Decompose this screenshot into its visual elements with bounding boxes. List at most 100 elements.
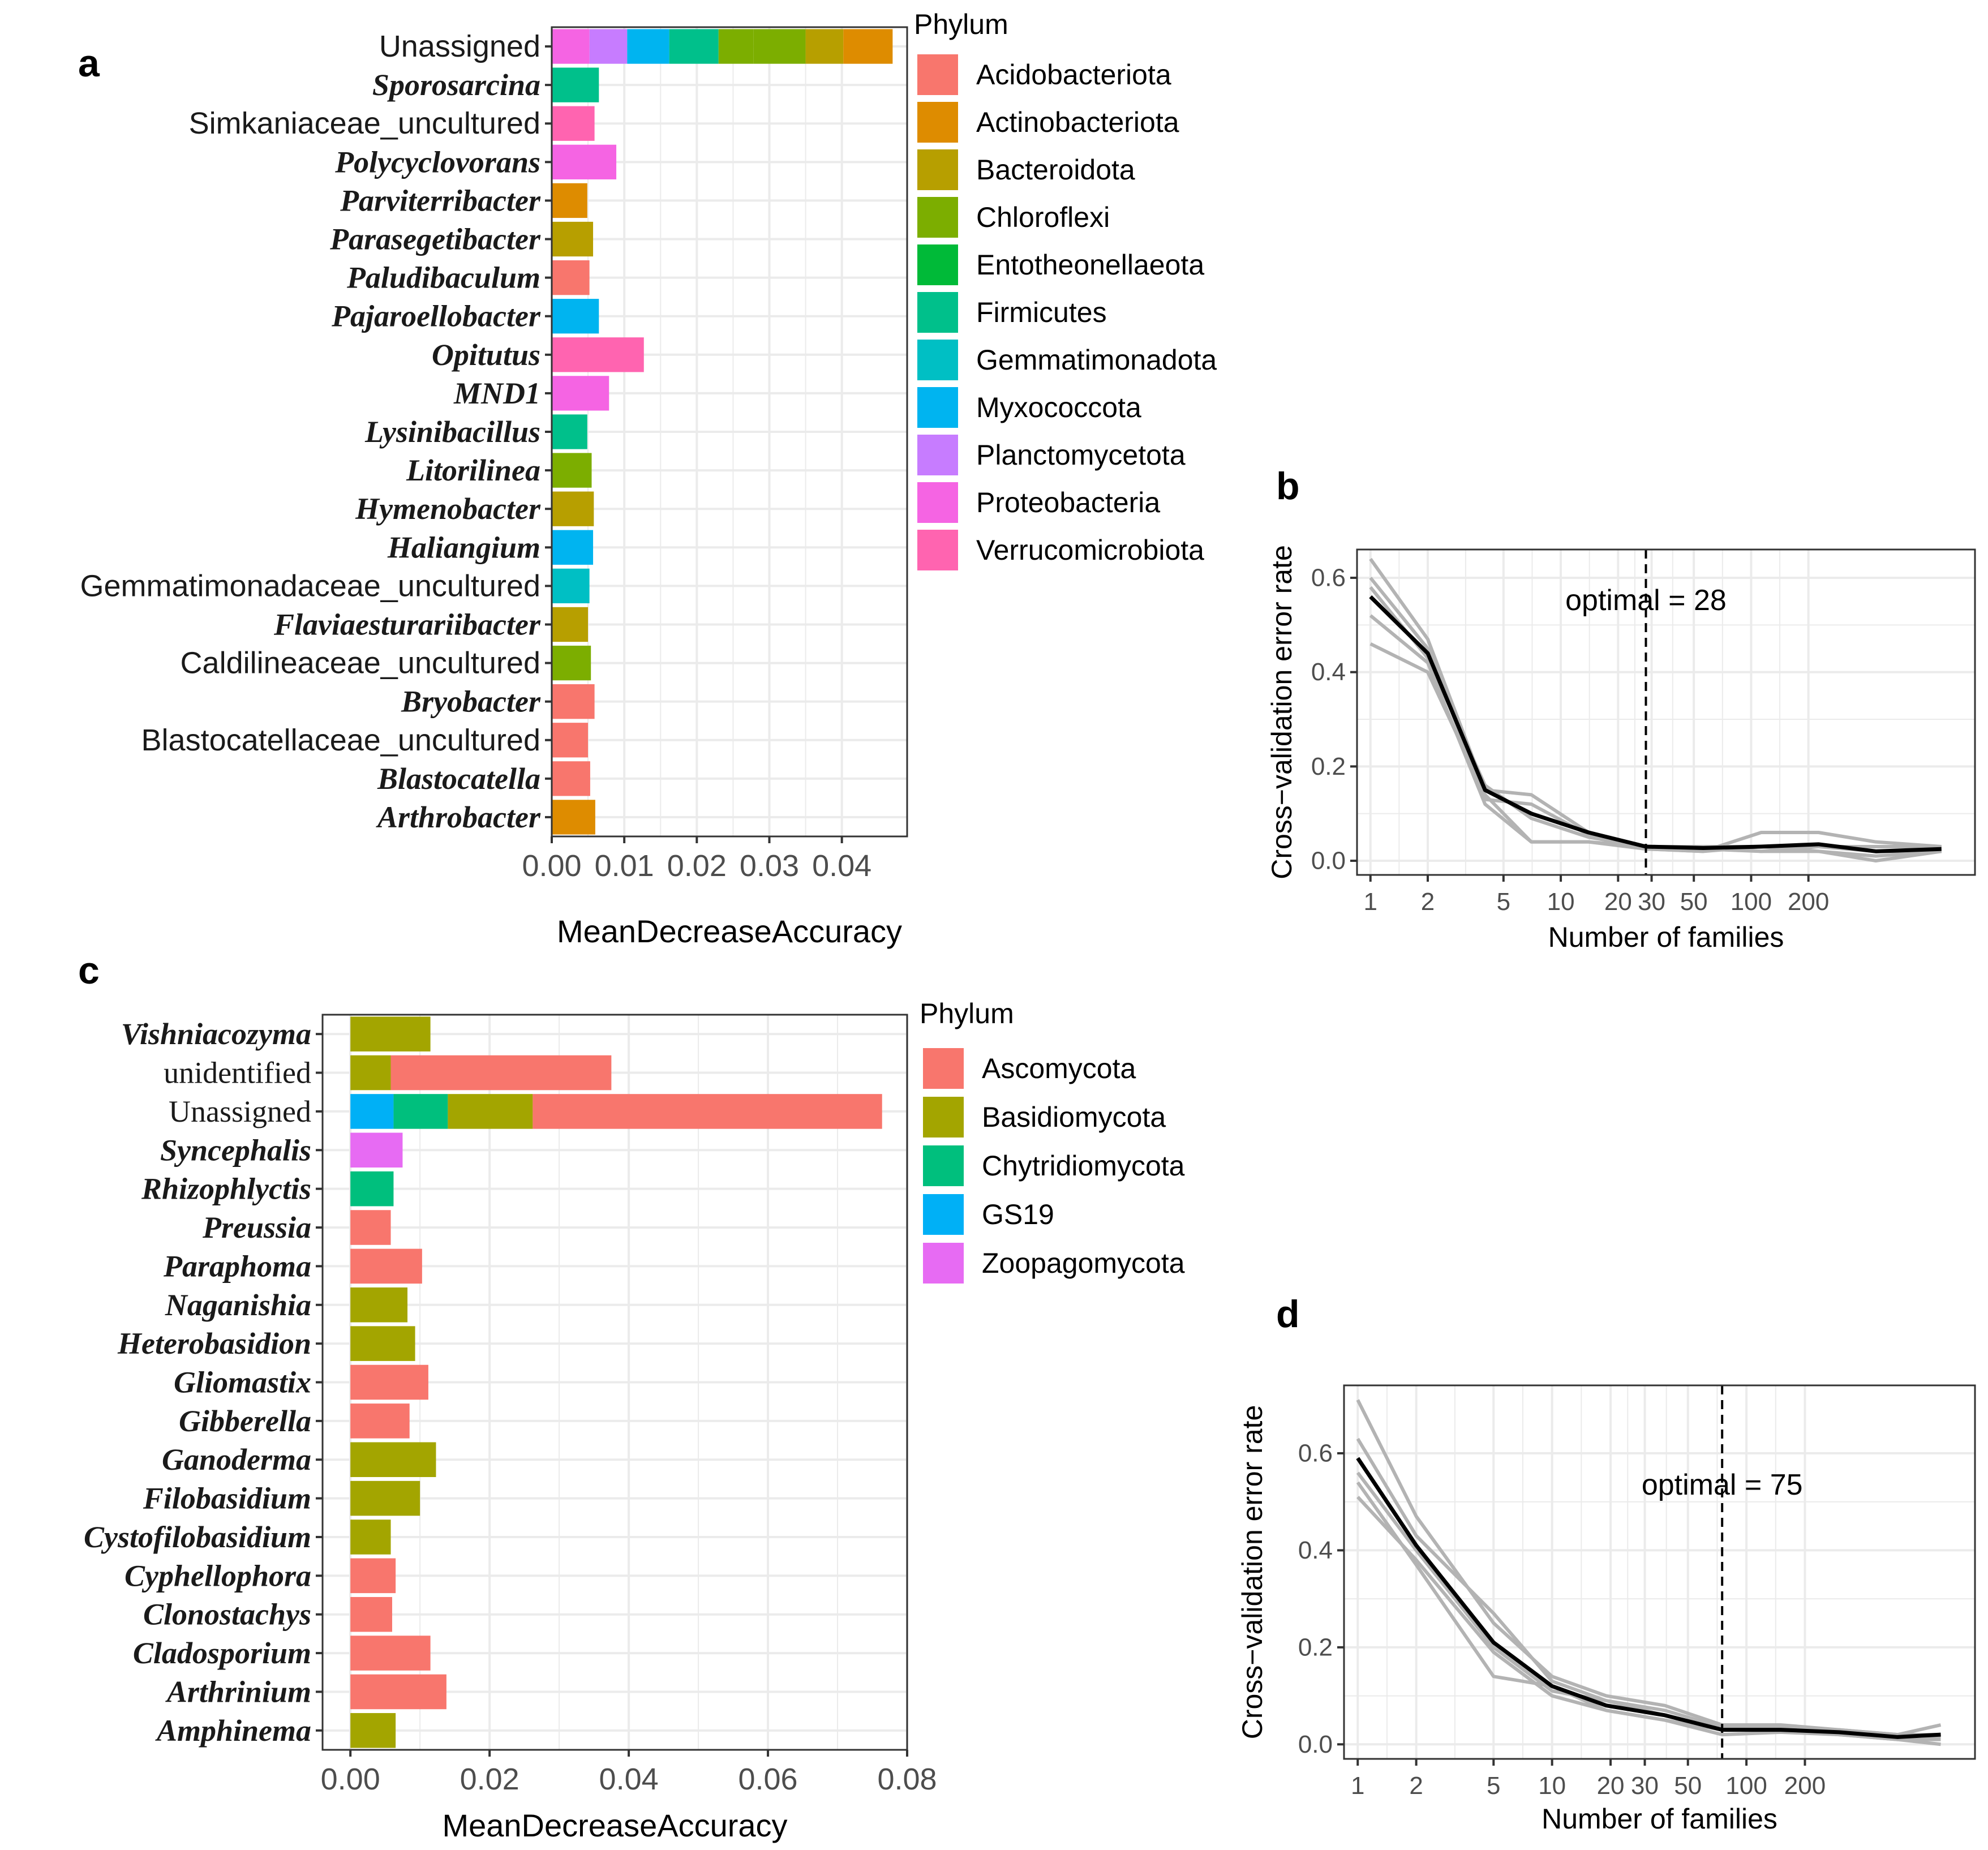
bar-segment-pajaroellobacter bbox=[552, 299, 599, 334]
x-tick-label: 0.06 bbox=[738, 1762, 797, 1796]
legend-label: Firmicutes bbox=[976, 297, 1107, 328]
bar-segment-unassigned bbox=[627, 29, 669, 64]
y-axis-title: Cross−validation error rate bbox=[1266, 545, 1298, 879]
y-tick-label: Naganishia bbox=[165, 1288, 311, 1322]
y-tick-label: Caldilineaceae_uncultured bbox=[181, 646, 540, 680]
bar-segment-paraphoma bbox=[350, 1248, 422, 1284]
bar-segment-blastocatella bbox=[552, 761, 590, 796]
y-tick-label: Cyphellophora bbox=[124, 1559, 311, 1593]
bar-segment-gibberella bbox=[350, 1403, 410, 1439]
legend-swatch-basidiomycota bbox=[923, 1097, 964, 1138]
series-line-cv5 bbox=[1356, 1496, 1941, 1746]
legend-swatch-verrucomicrobiota bbox=[917, 530, 958, 570]
bar-segment-unassigned bbox=[718, 29, 754, 64]
bar-segment-haliangium bbox=[552, 530, 594, 565]
legend-label: Planctomycetota bbox=[976, 439, 1186, 471]
y-tick-label: Paludibaculum bbox=[346, 261, 540, 295]
bar-segment-heterobasidion bbox=[350, 1326, 415, 1361]
y-tick-label: Litorilinea bbox=[406, 453, 540, 487]
bar-segment-simkaniaceae-uncultured bbox=[552, 106, 595, 141]
x-axis-title: Number of families bbox=[1548, 921, 1784, 953]
y-tick-label: Blastocatella bbox=[377, 762, 540, 796]
bar-segment-sporosarcina bbox=[552, 67, 599, 102]
y-tick-label: Filobasidium bbox=[143, 1482, 311, 1516]
y-tick-label: Simkaniaceae_uncultured bbox=[189, 106, 540, 140]
y-tick-label: Gliomastix bbox=[174, 1366, 311, 1400]
x-tick-label: 100 bbox=[1725, 1772, 1767, 1800]
y-tick-label: Cystofilobasidium bbox=[84, 1520, 311, 1554]
bar-segment-parasegetibacter bbox=[552, 221, 594, 257]
y-tick-label: Vishniacozyma bbox=[121, 1017, 311, 1051]
bar-segment-unassigned bbox=[448, 1094, 533, 1129]
y-tick-label: Bryobacter bbox=[401, 685, 541, 719]
bar-segment-amphinema bbox=[350, 1713, 396, 1748]
legend-swatch-firmicutes bbox=[917, 292, 958, 333]
x-tick-label: 0.02 bbox=[667, 849, 727, 883]
y-tick-label: MND1 bbox=[453, 376, 540, 410]
y-tick-label: unidentified bbox=[164, 1056, 311, 1090]
bar-segment-parviterribacter bbox=[552, 183, 587, 218]
bar-segment-bryobacter bbox=[552, 684, 595, 719]
plot-border bbox=[1343, 1384, 1976, 1760]
legend-label: GS19 bbox=[982, 1199, 1054, 1230]
x-tick-label: 5 bbox=[1487, 1772, 1500, 1800]
bar-segment-opitutus bbox=[552, 337, 644, 372]
x-tick-label: 1 bbox=[1363, 888, 1377, 916]
chart-d: optimal = 75 0.0 0.2 0.4 0.6 1 2 5 10 20 30 50 100 20… bbox=[1236, 1384, 1976, 1835]
legend-swatch-gs19 bbox=[923, 1194, 964, 1235]
bar-segment-blastocatellaceae-uncultured bbox=[552, 723, 589, 758]
bar-segment-caldilineaceae-uncultured bbox=[552, 645, 591, 681]
panel-label-b: b bbox=[1276, 465, 1300, 508]
bar-segment-unassigned bbox=[533, 1094, 882, 1129]
y-tick-label: 0.4 bbox=[1298, 1536, 1333, 1564]
plot-border bbox=[551, 26, 908, 838]
bar-segment-vishniacozyma bbox=[350, 1016, 431, 1051]
x-tick-label: 10 bbox=[1547, 888, 1575, 916]
bar-segment-unidentified bbox=[350, 1055, 391, 1091]
y-tick-label: Ganoderma bbox=[162, 1443, 311, 1476]
bar-segment-arthrinium bbox=[350, 1674, 446, 1710]
legend-label: Acidobacteriota bbox=[976, 59, 1171, 91]
y-tick-label: Parviterribacter bbox=[340, 183, 541, 217]
x-tick-label: 100 bbox=[1731, 888, 1772, 916]
x-tick-label: 1 bbox=[1351, 1772, 1364, 1800]
series-line-cv2 bbox=[1356, 1437, 1941, 1737]
bar-segment-unassigned bbox=[805, 29, 844, 64]
series-line-mean bbox=[1356, 1457, 1941, 1739]
bar-segment-syncephalis bbox=[350, 1132, 403, 1168]
bar-segment-cladosporium bbox=[350, 1636, 431, 1671]
y-tick-label: 0.2 bbox=[1298, 1633, 1333, 1661]
legend-title: Phylum bbox=[920, 998, 1014, 1029]
y-tick-label: Pajaroellobacter bbox=[331, 299, 541, 333]
y-tick-label: Amphinema bbox=[155, 1714, 311, 1748]
y-tick-label: Polycyclovorans bbox=[334, 145, 540, 179]
y-tick-label: Hymenobacter bbox=[355, 492, 541, 526]
legend-label: Ascomycota bbox=[982, 1053, 1136, 1084]
bar-segment-ganoderma bbox=[350, 1442, 436, 1478]
x-axis-title: MeanDecreaseAccuracy bbox=[442, 1808, 787, 1843]
chart-b: optimal = 28 0.0 0.2 0.4 0.6 1 2 5 10 20 30 50 100 20… bbox=[1266, 545, 1976, 953]
bar-segment-unassigned bbox=[350, 1094, 394, 1129]
plot-border bbox=[321, 1014, 908, 1751]
x-tick-label: 2 bbox=[1421, 888, 1435, 916]
y-tick-label: Clonostachys bbox=[143, 1598, 311, 1632]
legend-label: Zoopagomycota bbox=[982, 1247, 1185, 1279]
bar-segment-flaviaesturariibacter bbox=[552, 607, 589, 642]
y-tick-label: 0.0 bbox=[1298, 1731, 1333, 1758]
legend-label: Bacteroidota bbox=[976, 154, 1135, 186]
x-axis-title: Number of families bbox=[1542, 1803, 1777, 1835]
bar-segment-cyphellophora bbox=[350, 1558, 396, 1594]
y-tick-label: Cladosporium bbox=[133, 1636, 311, 1670]
legend-label: Gemmatimonadota bbox=[976, 344, 1217, 376]
legend-label: Actinobacteriota bbox=[976, 106, 1179, 138]
chart-a: Unassigned Sporosarcina Simkaniaceae_uncul… bbox=[80, 8, 1217, 949]
y-tick-label: Paraphoma bbox=[163, 1249, 311, 1283]
legend-swatch-bacteroidota bbox=[917, 149, 958, 190]
plot-border bbox=[1356, 548, 1976, 876]
bar-segment-gemmatimonadaceae-uncultured bbox=[552, 568, 590, 604]
chart-c: Vishniacozyma unidentified Unassigned Synce… bbox=[84, 998, 1185, 1843]
x-tick-label: 200 bbox=[1784, 1772, 1826, 1800]
bar-segment-unidentified bbox=[390, 1055, 612, 1091]
bar-segment-litorilinea bbox=[552, 453, 592, 488]
legend-swatch-zoopagomycota bbox=[923, 1243, 964, 1284]
